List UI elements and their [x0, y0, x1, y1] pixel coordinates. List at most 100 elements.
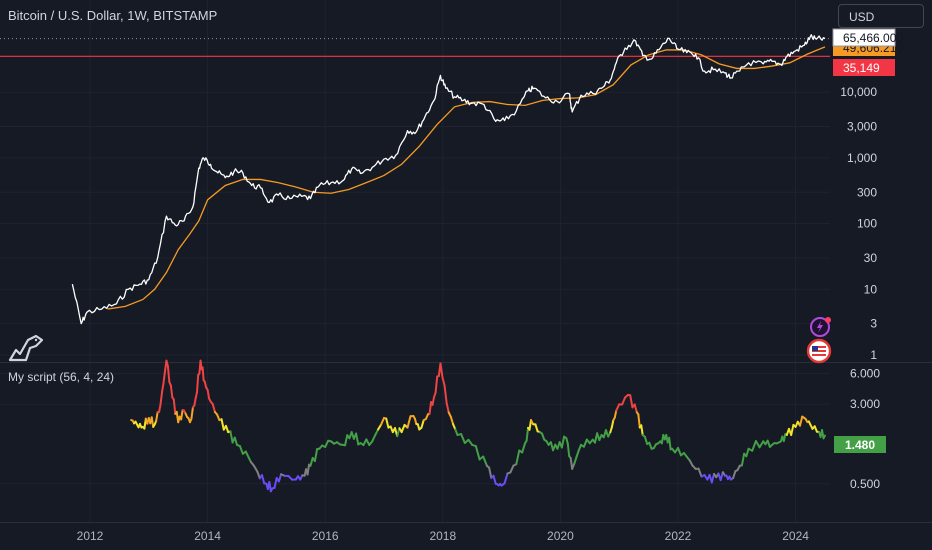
oscillator-segment — [633, 403, 638, 414]
oscillator-segment — [420, 419, 425, 429]
indicator-title: My script (56, 4, 24) — [8, 370, 115, 384]
us-flag-icon[interactable] — [806, 338, 832, 364]
oscillator-segment — [306, 463, 311, 476]
grid-lines — [0, 0, 830, 522]
oscillator-segment — [766, 439, 771, 448]
oscillator-segment — [613, 409, 618, 419]
oscillator-segment — [640, 424, 644, 436]
lightning-alert-icon[interactable] — [808, 314, 834, 340]
osc-current-tag-bg — [834, 436, 886, 453]
oscillator-segment — [799, 415, 804, 427]
oscillator-segment — [677, 446, 682, 457]
currency-button[interactable]: USD — [838, 4, 924, 28]
oscillator-segment — [488, 466, 493, 479]
y-tick-label: 100 — [857, 217, 877, 231]
oscillator-segment — [428, 401, 433, 415]
x-tick-label: 2014 — [194, 529, 221, 543]
osc-current-label: 1.480 — [845, 438, 875, 452]
oscillator-segment — [745, 447, 750, 458]
oscillator-segment — [313, 448, 319, 463]
oscillator-segment — [732, 470, 737, 480]
x-tick-label: 2018 — [429, 529, 456, 543]
oscillator-segment — [439, 362, 444, 379]
oscillator-segment — [374, 428, 380, 437]
oscillator-segment — [648, 441, 653, 450]
oscillator-segment — [610, 419, 615, 429]
oscillator-segment — [582, 438, 588, 448]
y-tick-label: 30 — [864, 251, 878, 265]
oscillator-segment — [355, 432, 360, 446]
oscillator-segment — [159, 391, 164, 406]
oscillator-segment — [260, 474, 266, 485]
oscillator-segment — [615, 403, 621, 412]
oscillator-segment — [150, 416, 155, 428]
oscillator-segment — [224, 424, 230, 434]
x-tick-label: 2020 — [547, 529, 574, 543]
y-tick-label: 1 — [870, 348, 877, 362]
oscillator-segment — [385, 417, 390, 429]
osc-tick-label: 3.000 — [850, 397, 880, 411]
oscillator-segment — [169, 384, 174, 399]
oscillator-segment — [220, 418, 225, 431]
y-tick-label: 3,000 — [847, 120, 877, 134]
oscillator-segment — [211, 403, 216, 413]
oscillator-segment — [380, 416, 385, 426]
oscillator-segment — [492, 474, 497, 485]
oscillator-segment — [344, 434, 349, 447]
oscillator-segment — [201, 366, 205, 382]
price-tag-label: 35,149 — [843, 61, 880, 75]
oscillator-segment — [238, 445, 244, 455]
x-tick-label: 2012 — [77, 529, 104, 543]
oscillator-segment — [244, 450, 250, 459]
oscillator-segment — [229, 430, 234, 444]
y-tick-label: 300 — [857, 185, 877, 199]
oscillator-segment — [509, 464, 515, 474]
oscillator-segment — [233, 436, 238, 446]
oscillator-segment — [196, 374, 200, 394]
tradingview-logo-icon[interactable] — [6, 334, 46, 364]
oscillator-segment — [668, 436, 672, 451]
price-tag-bg — [832, 28, 896, 47]
oscillator-segment — [193, 396, 197, 407]
oscillator-segment — [515, 449, 521, 466]
price-tag: 65,466.000 — [832, 28, 903, 47]
oscillator-segment — [575, 449, 580, 458]
oscillator-segment — [710, 472, 716, 484]
oscillator-segment — [166, 365, 171, 384]
y-tick-label: 1,000 — [847, 151, 877, 165]
x-tick-label: 2016 — [312, 529, 339, 543]
oscillator-segment — [541, 432, 546, 441]
oscillator-segment — [754, 440, 761, 449]
oscillator-segment — [445, 401, 450, 414]
oscillator-segment — [467, 438, 474, 446]
osc-tick-label: 6.000 — [850, 366, 880, 380]
oscillator-segment — [751, 440, 757, 452]
oscillator-segment — [560, 435, 566, 449]
oscillator-segment — [180, 409, 184, 421]
oscillator-segment — [309, 456, 314, 467]
oscillator-line — [130, 359, 826, 493]
symbol-title: Bitcoin / U.S. Dollar, 1W, BITSTAMP — [8, 8, 218, 23]
oscillator-segment — [434, 375, 439, 394]
oscillator-segment — [324, 439, 330, 449]
oscillator-segment — [525, 426, 530, 442]
oscillator-segment — [273, 477, 278, 489]
oscillator-segment — [277, 473, 283, 483]
oscillator-segment — [431, 396, 435, 406]
oscillator-segment — [637, 413, 641, 429]
oscillator-segment — [203, 380, 208, 389]
oscillator-segment — [573, 455, 578, 465]
oscillator-segment — [503, 472, 509, 485]
y-tick-label: 3 — [870, 317, 877, 331]
oscillator-segment — [400, 423, 406, 434]
oscillator-segment — [621, 396, 627, 406]
oscillator-segment — [158, 403, 162, 413]
y-tick-label: 10,000 — [840, 85, 877, 99]
price-tag-bg — [833, 59, 895, 76]
oscillator-segment — [758, 440, 765, 449]
oscillator-segment — [566, 442, 571, 458]
y-tick-label: 10 — [864, 282, 878, 296]
oscillator-segment — [162, 370, 166, 385]
